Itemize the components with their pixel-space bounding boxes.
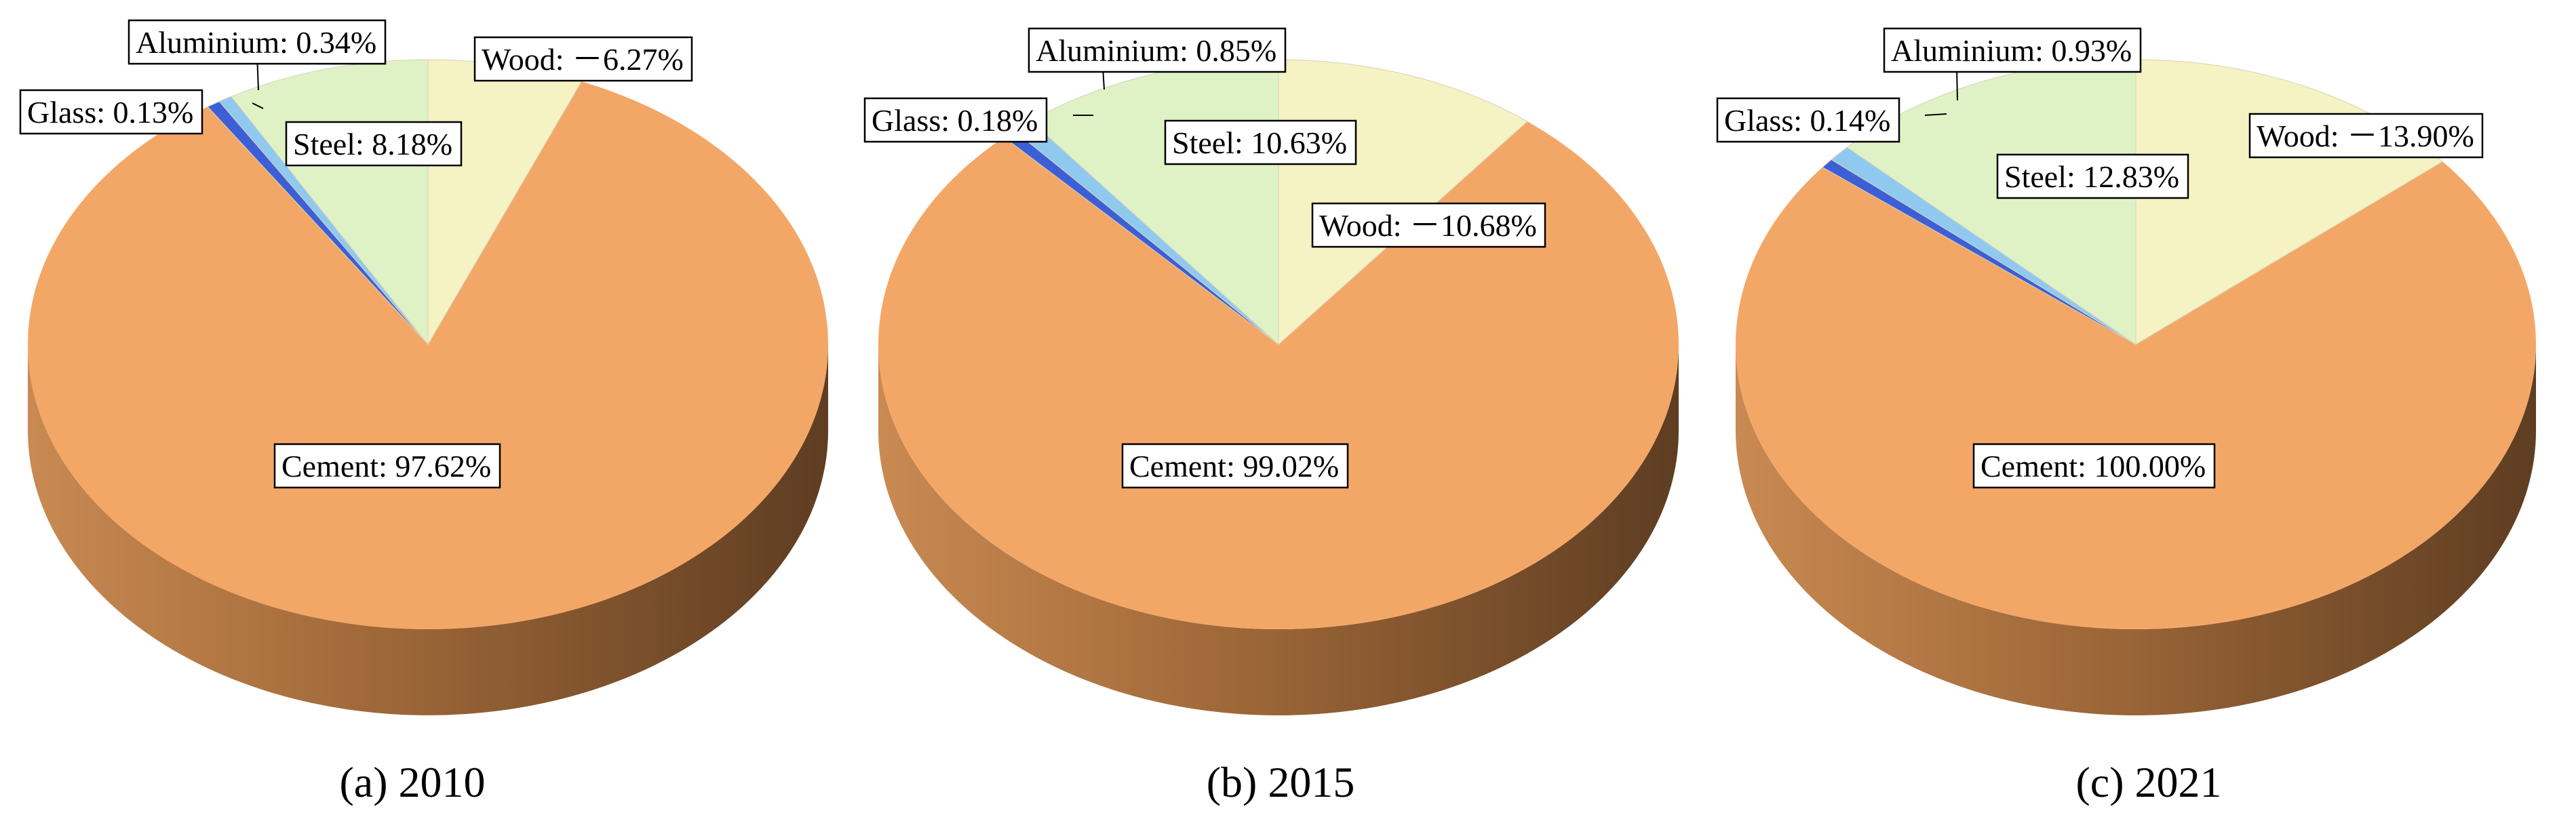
data-label-aluminium: Aluminium: 0.93% xyxy=(1883,27,2142,73)
data-label-aluminium: Aluminium: 0.85% xyxy=(1028,27,1287,73)
leader-line-glass xyxy=(1924,113,1947,116)
leader-line-glass xyxy=(252,102,264,109)
data-label-steel: Steel: 10.63% xyxy=(1164,119,1357,165)
chart-caption: (a) 2010 xyxy=(339,758,485,806)
data-label-glass: Glass: 0.14% xyxy=(1716,97,1900,143)
data-label-text: Cement: 97.62% xyxy=(281,449,491,483)
pie-side xyxy=(1736,344,2536,715)
data-label-wood: Wood: －10.68% xyxy=(1311,202,1546,248)
data-label-steel: Steel: 12.83% xyxy=(1996,153,2189,199)
data-label-glass: Glass: 0.18% xyxy=(863,97,1048,143)
chart-caption: (b) 2015 xyxy=(1207,758,1355,806)
data-label-text: Glass: 0.14% xyxy=(1724,103,1890,138)
data-label-glass: Glass: 0.13% xyxy=(19,89,203,135)
data-label-text: Wood: －6.27% xyxy=(482,42,684,77)
chart-caption: (c) 2021 xyxy=(2075,758,2221,806)
data-label-text: Wood: －10.68% xyxy=(1319,208,1537,243)
data-label-text: Cement: 100.00% xyxy=(1980,449,2206,483)
data-label-aluminium: Aluminium: 0.34% xyxy=(128,19,387,65)
data-label-text: Glass: 0.18% xyxy=(872,103,1038,138)
data-label-text: Steel: 12.83% xyxy=(2004,159,2179,194)
data-label-text: Aluminium: 0.93% xyxy=(1891,33,2132,68)
pie-side xyxy=(878,344,1679,715)
data-label-text: Glass: 0.13% xyxy=(27,95,193,130)
data-label-text: Aluminium: 0.85% xyxy=(1036,33,1276,68)
pie-chart-1: Cement: 97.62% Glass: 0.13% Aluminium: 0.3… xyxy=(19,19,828,806)
pie-side xyxy=(28,344,828,715)
data-label-text: Steel: 10.63% xyxy=(1172,125,1347,160)
data-label-cement: Cement: 99.02% xyxy=(1121,443,1349,489)
data-label-text: Cement: 99.02% xyxy=(1129,449,1339,483)
data-label-text: Wood: －13.90% xyxy=(2257,119,2474,153)
pie-chart-3: Cement: 100.00% Glass: 0.14%Aluminium: 0.… xyxy=(1716,27,2536,806)
data-label-cement: Cement: 100.00% xyxy=(1972,443,2216,489)
data-label-wood: Wood: －13.90% xyxy=(2248,113,2484,159)
pie-chart-2: Cement: 99.02% Glass: 0.18% Aluminium: 0.8… xyxy=(863,27,1679,806)
data-label-wood: Wood: －6.27% xyxy=(473,36,693,82)
data-label-text: Aluminium: 0.34% xyxy=(136,25,376,60)
data-label-cement: Cement: 97.62% xyxy=(273,443,501,489)
data-label-steel: Steel: 8.18% xyxy=(285,121,463,167)
data-label-text: Steel: 8.18% xyxy=(293,127,452,161)
